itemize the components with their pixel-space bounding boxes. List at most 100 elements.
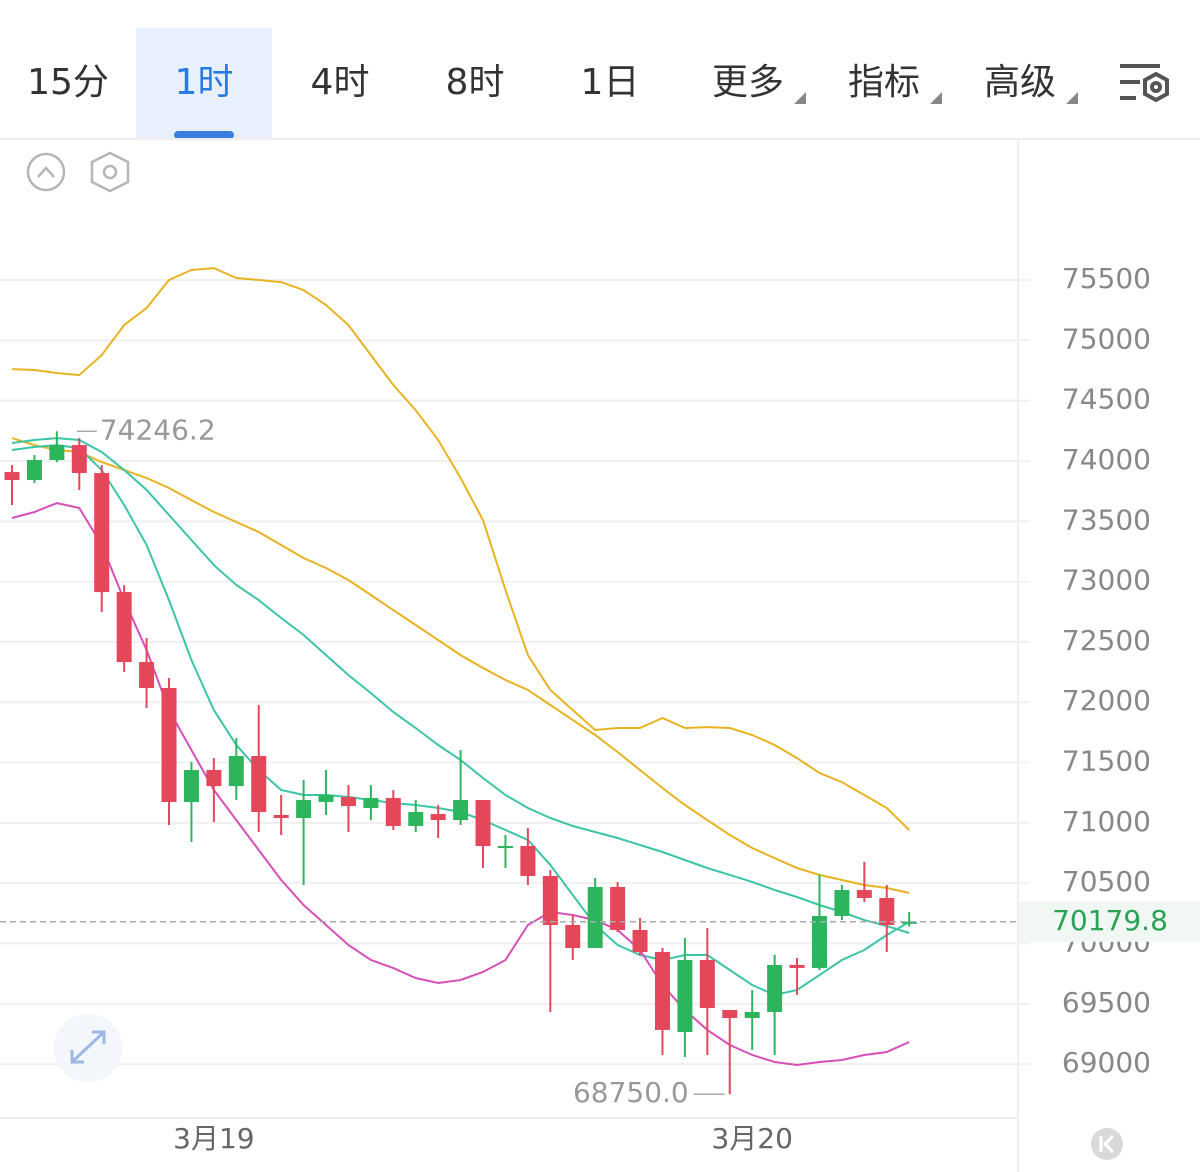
tab[interactable]: 指标	[848, 62, 942, 104]
y-tick-label: 69000	[1062, 1046, 1151, 1079]
candle-body	[273, 814, 289, 819]
timeframe-tabs: 15分 1时 4时 8时 1日 更多 指标 高级	[27, 28, 1078, 139]
candle-body	[834, 890, 850, 916]
candle-body	[677, 959, 693, 1032]
last-price-box	[1019, 901, 1200, 942]
tab-label: 15分	[27, 62, 109, 103]
candle-body	[161, 687, 177, 802]
candle-body	[296, 800, 312, 819]
candle-body	[116, 592, 132, 663]
y-tick-label: 75500	[1062, 262, 1151, 295]
y-tick-label: 72500	[1062, 624, 1151, 657]
candle-body	[228, 756, 244, 787]
y-tick-label: 73500	[1062, 503, 1151, 536]
candle-body	[565, 925, 581, 949]
tab-label: 4时	[311, 62, 370, 103]
candle-body	[901, 921, 917, 924]
icon-dot	[1150, 81, 1162, 93]
icon-dot	[102, 164, 118, 180]
candle-body	[789, 964, 805, 968]
tab[interactable]: 高级	[984, 62, 1078, 104]
tab[interactable]: 1日	[581, 62, 640, 103]
fullscreen-button[interactable]	[54, 1014, 122, 1082]
candle-body	[49, 445, 65, 461]
icon-glyph	[1099, 1134, 1115, 1154]
candle-body	[520, 845, 536, 877]
y-tick-label: 70500	[1062, 865, 1151, 898]
collapse-button[interactable]	[26, 152, 66, 192]
tab[interactable]: 更多	[712, 62, 806, 104]
candle-body	[767, 964, 783, 1012]
low-marker-label: 68750.0	[573, 1076, 689, 1109]
y-tick-label: 69500	[1062, 986, 1151, 1019]
candle-body	[654, 952, 670, 1030]
candle-body	[722, 1010, 738, 1019]
candle-body	[879, 897, 895, 926]
candle-body	[632, 929, 648, 953]
y-tick-label: 71000	[1062, 805, 1151, 838]
y-tick-label: 73000	[1062, 564, 1151, 597]
candle-body	[251, 756, 267, 812]
y-tick-label: 71500	[1062, 745, 1151, 778]
x-tick-label: 3月19	[173, 1122, 254, 1155]
high-marker-label: 74246.2	[100, 413, 216, 446]
candle-body	[587, 887, 603, 949]
tab-highlight	[136, 28, 272, 138]
menu-caret	[930, 92, 942, 104]
menu-caret	[1066, 92, 1078, 104]
tab-label: 高级	[984, 62, 1056, 103]
candle-body	[94, 473, 110, 593]
candles	[4, 431, 917, 1095]
candle-body	[542, 876, 558, 926]
candle-body	[318, 794, 334, 802]
candle-body	[744, 1011, 760, 1019]
y-tick-label: 74500	[1062, 383, 1151, 416]
candle-body	[206, 770, 222, 787]
indicator-line	[11, 437, 910, 894]
candle-body	[408, 811, 424, 826]
icon-chevron	[37, 166, 55, 178]
tab-indicator	[174, 131, 234, 139]
tab[interactable]: 4时	[311, 62, 370, 103]
candle-body	[430, 814, 446, 821]
candle-body	[610, 887, 626, 930]
candle-body	[183, 770, 199, 802]
candle-body	[139, 662, 155, 688]
tab-label: 1时	[175, 62, 234, 103]
tab[interactable]: 1时	[136, 28, 272, 139]
last-price-label: 70179.8	[1052, 904, 1168, 937]
labels: 74246.2 68750.0 70179.8	[0, 413, 1200, 1109]
y-tick-label: 72000	[1062, 684, 1151, 717]
y-tick-label: 75000	[1062, 322, 1151, 355]
candle-body	[453, 800, 469, 821]
candle-body	[4, 472, 20, 481]
candle-body	[497, 845, 513, 849]
candle-body	[699, 959, 715, 1008]
icon-circle	[26, 152, 66, 192]
indicator-settings-button[interactable]	[90, 151, 130, 193]
tab-label: 1日	[581, 62, 640, 103]
menu-caret	[794, 92, 806, 104]
candle-body	[363, 797, 379, 809]
scroll-to-latest-button[interactable]	[1091, 1128, 1123, 1160]
indicator-line	[11, 267, 910, 831]
candle-body	[340, 797, 356, 807]
tab-label: 更多	[712, 62, 784, 103]
candle-body	[475, 800, 491, 846]
candle-body	[811, 915, 827, 968]
candle-body	[26, 460, 42, 481]
indicator-line	[11, 444, 910, 997]
tab-label: 8时	[446, 62, 505, 103]
icon-hex	[1143, 71, 1169, 103]
y-tick-label: 74000	[1062, 443, 1151, 476]
x-tick-label: 3月20	[711, 1122, 792, 1155]
candle-body	[385, 797, 401, 826]
chart-settings-button[interactable]	[1120, 64, 1169, 103]
icon-hex	[90, 151, 130, 193]
candle-body	[71, 445, 87, 474]
icon-arrows	[70, 1030, 106, 1064]
tab[interactable]: 8时	[446, 62, 505, 103]
tab-label: 指标	[848, 62, 920, 103]
tab[interactable]: 15分	[27, 62, 109, 103]
